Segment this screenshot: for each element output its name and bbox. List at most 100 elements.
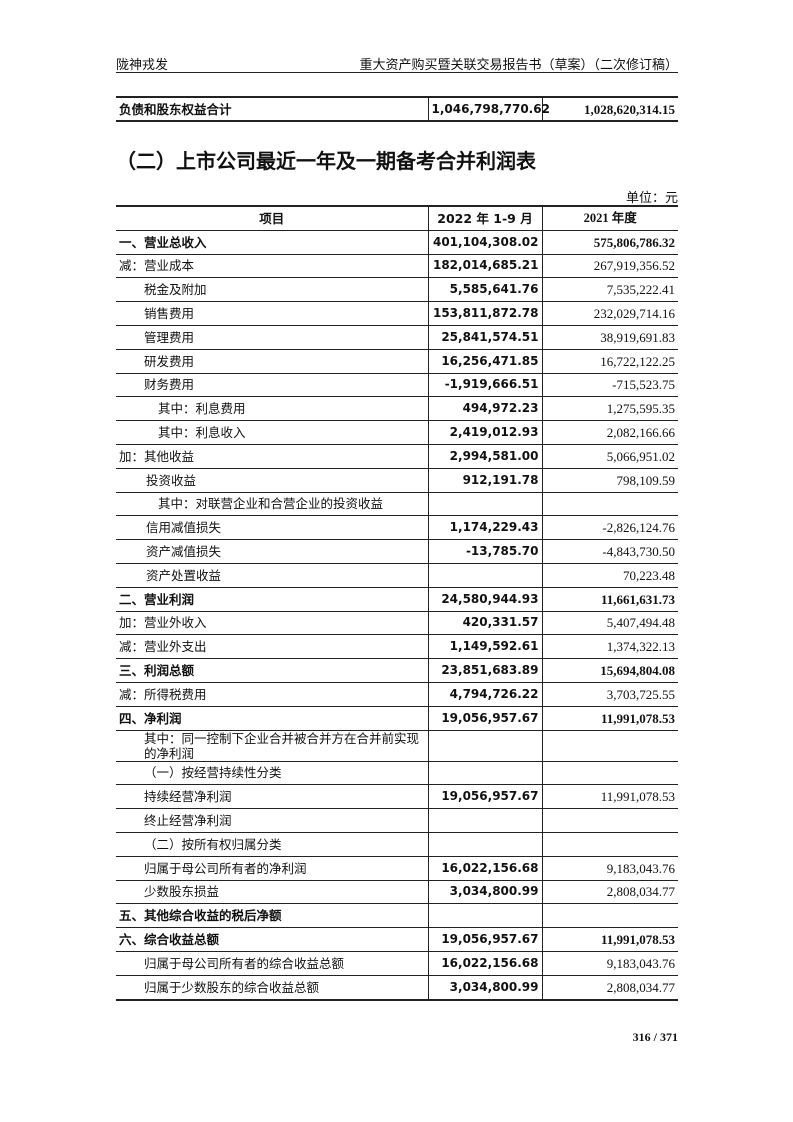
table-row: 研发费用 16,256,471.85 16,722,122.25 <box>116 349 678 374</box>
table-row: 其中：同一控制下企业合并被合并方在合并前实现的净利润 <box>116 730 678 762</box>
table-row: 归属于母公司所有者的净利润 16,022,156.68 9,183,043.76 <box>116 856 678 881</box>
table-row: 三、利润总额 23,851,683.89 15,694,804.08 <box>116 658 678 683</box>
row-label: 减：营业外支出 <box>116 634 428 660</box>
row-label: 投资收益 <box>116 468 428 493</box>
value-2022: 182,014,685.21 <box>427 254 543 279</box>
value-2022 <box>427 761 543 786</box>
table-header-row: 项目 2022 年 1-9 月 2021 年度 <box>116 206 678 231</box>
table-row: 其中：利息收入 2,419,012.93 2,082,166.66 <box>116 420 678 445</box>
column-header: 2021 年度 <box>542 206 678 231</box>
value-2022: 1,149,592.61 <box>427 634 543 660</box>
value-2022: 401,104,308.02 <box>427 230 543 255</box>
value-2021 <box>542 903 678 929</box>
value-2022: 16,022,156.68 <box>427 856 543 881</box>
value-2022: 3,034,800.99 <box>427 880 543 905</box>
row-label: 六、综合收益总额 <box>116 927 428 952</box>
value-2022: 153,811,872.78 <box>427 301 543 326</box>
table-row: 归属于母公司所有者的综合收益总额 16,022,156.68 9,183,043.7… <box>116 951 678 976</box>
value-2022 <box>427 903 543 929</box>
value-2022: 494,972.23 <box>427 396 543 422</box>
row-label: 其中：对联营企业和合营企业的投资收益 <box>116 492 428 517</box>
row-label: 其中：利息费用 <box>116 396 428 422</box>
row-label: 其中：利息收入 <box>116 420 428 445</box>
value-2021: 1,028,620,314.15 <box>584 101 675 117</box>
row-label: 持续经营净利润 <box>116 784 428 810</box>
page-header: 陇神戎发 重大资产购买暨关联交易报告书（草案）（二次修订稿） <box>116 52 678 73</box>
value-2022: 1,174,229.43 <box>427 515 543 541</box>
value-2021: 1,374,322.13 <box>542 634 678 660</box>
row-label: 信用减值损失 <box>116 515 428 541</box>
value-2021: 232,029,714.16 <box>542 301 678 326</box>
value-2022: 4,794,726.22 <box>427 682 543 707</box>
row-label: 其中：同一控制下企业合并被合并方在合并前实现的净利润 <box>116 730 428 762</box>
value-2021: -2,826,124.76 <box>542 515 678 541</box>
document-title: 重大资产购买暨关联交易报告书（草案）（二次修订稿） <box>359 58 678 73</box>
value-2021: 11,991,078.53 <box>542 706 678 731</box>
table-row: （一）按经营持续性分类 <box>116 761 678 786</box>
value-2021 <box>542 492 678 517</box>
column-header: 2022 年 1-9 月 <box>427 206 543 231</box>
table-row: 资产处置收益 70,223.48 <box>116 563 678 588</box>
value-2021: 11,991,078.53 <box>542 784 678 810</box>
value-2021: 11,661,631.73 <box>542 587 678 612</box>
table-row: 加：其他收益 2,994,581.00 5,066,951.02 <box>116 444 678 469</box>
value-2021: 575,806,786.32 <box>542 230 678 255</box>
value-2021 <box>542 761 678 786</box>
table-row: 减：营业外支出 1,149,592.61 1,374,322.13 <box>116 634 678 660</box>
value-2022: 3,034,800.99 <box>427 975 543 1001</box>
value-2022 <box>427 808 543 833</box>
table-row: 二、营业利润 24,580,944.93 11,661,631.73 <box>116 587 678 612</box>
table-row: 其中：对联营企业和合营企业的投资收益 <box>116 492 678 517</box>
section-title: （二）上市公司最近一年及一期备考合并利润表 <box>116 149 536 173</box>
value-2022 <box>427 730 543 762</box>
table-row: 持续经营净利润 19,056,957.67 11,991,078.53 <box>116 784 678 810</box>
value-2022: 2,419,012.93 <box>427 420 543 445</box>
value-2022 <box>427 832 543 857</box>
row-label: （一）按经营持续性分类 <box>116 761 428 786</box>
table-row: （二）按所有权归属分类 <box>116 832 678 857</box>
row-label: 资产处置收益 <box>116 563 428 588</box>
value-2021: 3,703,725.55 <box>542 682 678 707</box>
value-2022: 23,851,683.89 <box>427 658 543 683</box>
value-2022: 912,191.78 <box>427 468 543 493</box>
table-row: 管理费用 25,841,574.51 38,919,691.83 <box>116 325 678 350</box>
value-2021 <box>542 808 678 833</box>
value-2021: 7,535,222.41 <box>542 277 678 303</box>
value-2022: 25,841,574.51 <box>427 325 543 350</box>
table-row: 五、其他综合收益的税后净额 <box>116 903 678 929</box>
row-label: 终止经营净利润 <box>116 808 428 833</box>
table-row: 四、净利润 19,056,957.67 11,991,078.53 <box>116 706 678 731</box>
table-row: 加：营业外收入 420,331.57 5,407,494.48 <box>116 611 678 636</box>
value-2021: 2,808,034.77 <box>542 975 678 1001</box>
value-2021: 16,722,122.25 <box>542 349 678 374</box>
value-2022: 1,046,798,770.62 <box>427 97 550 121</box>
value-2022: 16,022,156.68 <box>427 951 543 976</box>
row-label: 少数股东损益 <box>116 880 428 905</box>
row-label: 一、营业总收入 <box>116 230 428 255</box>
row-label: 税金及附加 <box>116 277 428 303</box>
row-label: 归属于少数股东的综合收益总额 <box>116 975 428 1001</box>
value-2021 <box>542 832 678 857</box>
value-2021: 9,183,043.76 <box>542 951 678 976</box>
table-row: 销售费用 153,811,872.78 232,029,714.16 <box>116 301 678 326</box>
row-label: 管理费用 <box>116 325 428 350</box>
row-label: 资产减值损失 <box>116 539 428 564</box>
value-2021: 38,919,691.83 <box>542 325 678 350</box>
row-label: 归属于母公司所有者的净利润 <box>116 856 428 881</box>
value-2022: -13,785.70 <box>427 539 543 564</box>
value-2022: 5,585,641.76 <box>427 277 543 303</box>
row-label: 二、营业利润 <box>116 587 428 612</box>
value-2021: 2,082,166.66 <box>542 420 678 445</box>
table-row: 资产减值损失 -13,785.70 -4,843,730.50 <box>116 539 678 564</box>
row-label: 四、净利润 <box>116 706 428 731</box>
value-2022: -1,919,666.51 <box>427 373 543 398</box>
column-header: 项目 <box>116 206 428 231</box>
value-2021 <box>542 730 678 762</box>
value-2021: 5,066,951.02 <box>542 444 678 469</box>
value-2022: 2,994,581.00 <box>427 444 543 469</box>
table-row: 投资收益 912,191.78 798,109.59 <box>116 468 678 493</box>
value-2021: 2,808,034.77 <box>542 880 678 905</box>
row-label: 五、其他综合收益的税后净额 <box>116 903 428 929</box>
table-row: 财务费用 -1,919,666.51 -715,523.75 <box>116 373 678 398</box>
row-label: 减：营业成本 <box>116 254 428 279</box>
